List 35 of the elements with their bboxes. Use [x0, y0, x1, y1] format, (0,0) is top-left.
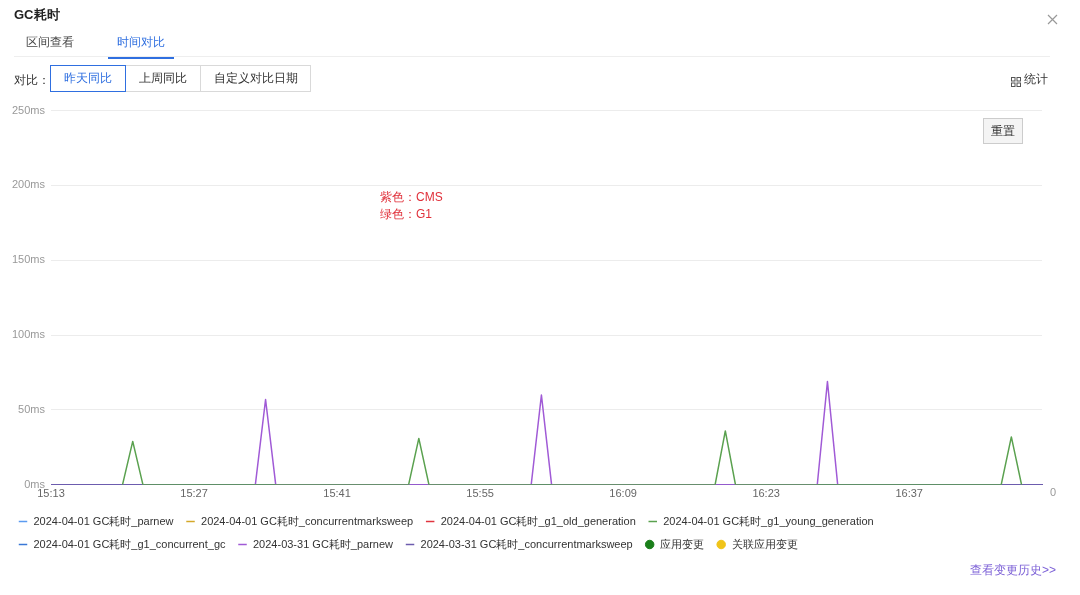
annotation: 绿色：G1 — [380, 206, 433, 223]
y-tick-label: 250ms — [11, 103, 46, 116]
x-tick-label: 16:23 — [752, 487, 780, 500]
legend-label: 2024-04-01 GC耗时_concurrentmarksweep — [201, 514, 414, 527]
text: 昨天同比 — [50, 65, 126, 92]
legend-label: 2024-04-01 GC耗时_parnew — [33, 514, 174, 527]
legend-label: 2024-04-01 GC耗时_g1_old_generation — [440, 514, 636, 527]
text: 统计 — [1024, 71, 1048, 88]
y-tick-label: 150ms — [11, 253, 46, 266]
legend-label: 2024-03-31 GC耗时_parnew — [253, 537, 394, 550]
legend-label: 2024-03-31 GC耗时_concurrentmarksweep — [420, 537, 633, 550]
x-tick-label: 15:55 — [466, 487, 494, 500]
y-tick-label: 50ms — [18, 402, 46, 415]
x-tick-label: 15:27 — [180, 487, 208, 500]
y-tick-label: 100ms — [11, 328, 46, 341]
y-tick-label: 200ms — [11, 178, 46, 191]
x-tick-label: 16:37 — [895, 487, 923, 500]
text: 查看变更历史>> — [970, 562, 1057, 579]
x-tick-label: 15:13 — [37, 487, 65, 500]
annotation: 重置 — [983, 118, 1023, 144]
text: 上周同比 — [125, 65, 201, 92]
text: 时间对比 — [108, 34, 174, 59]
y-tick-label: 0ms — [24, 477, 46, 490]
legend-label: 2024-04-01 GC耗时_g1_concurrent_gc — [33, 537, 226, 550]
x-tick-label: 16:09 — [609, 487, 637, 500]
legend-label: 关联应用变更 — [731, 537, 798, 550]
legend-label: 应用变更 — [660, 537, 705, 550]
text: 区间查看 — [25, 34, 75, 51]
chart-title: GC耗时 — [14, 6, 60, 24]
text: 0 — [1050, 486, 1057, 498]
legend-label: 2024-04-01 GC耗时_g1_young_generation — [663, 514, 874, 527]
x-tick-label: 15:41 — [323, 487, 351, 500]
text: 对比： — [14, 72, 50, 89]
text: 自定义对比日期 — [200, 65, 311, 92]
annotation: 紫色：CMS — [380, 189, 443, 206]
